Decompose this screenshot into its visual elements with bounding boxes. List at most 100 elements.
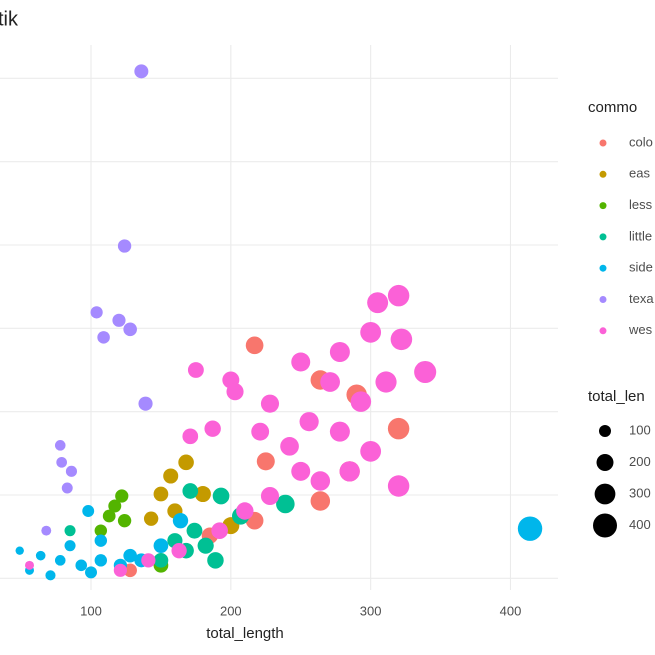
point: [178, 454, 194, 471]
point: [187, 362, 204, 378]
point: [367, 292, 389, 314]
point: [65, 465, 78, 477]
point: [360, 440, 382, 462]
point: [94, 524, 108, 537]
point: [41, 525, 52, 536]
point: [25, 560, 34, 570]
legend-key: [599, 264, 607, 272]
point: [153, 552, 169, 568]
legend-label: colo: [629, 134, 653, 149]
point: [291, 461, 311, 481]
point: [97, 331, 110, 344]
point: [310, 491, 331, 511]
legend-key: [599, 139, 607, 147]
point: [153, 486, 169, 502]
point: [61, 482, 73, 494]
point: [143, 511, 159, 526]
point: [291, 352, 311, 372]
size-legend-label: 300: [629, 485, 651, 500]
legend-label: wes: [628, 322, 653, 337]
legend-label: little: [629, 228, 652, 243]
point: [171, 543, 187, 559]
point: [182, 428, 199, 445]
x-tick-label: 400: [500, 603, 522, 618]
point: [117, 239, 132, 253]
x-tick-label: 200: [220, 603, 242, 618]
point: [123, 548, 137, 563]
point: [260, 394, 280, 413]
point: [329, 341, 350, 363]
point: [375, 371, 397, 393]
point: [102, 509, 116, 523]
point: [280, 436, 299, 456]
legend-label: less: [629, 197, 653, 212]
point: [141, 553, 156, 568]
point: [245, 336, 264, 355]
point: [108, 499, 122, 513]
point: [517, 516, 543, 541]
point: [387, 475, 410, 497]
size-legend-key: [596, 454, 614, 471]
point: [64, 540, 76, 552]
size-legend-key: [593, 513, 617, 538]
point: [112, 313, 126, 327]
point: [310, 471, 331, 491]
point: [387, 284, 410, 307]
point: [35, 550, 46, 561]
point: [226, 383, 244, 401]
point: [236, 502, 254, 520]
point: [54, 440, 66, 451]
point: [90, 306, 103, 319]
point: [197, 537, 214, 554]
point: [115, 489, 129, 503]
point: [211, 522, 228, 539]
legend-label: side: [629, 260, 653, 275]
legend-key: [599, 327, 607, 335]
point: [186, 522, 203, 539]
x-axis-label: total_length: [206, 625, 284, 642]
size-legend-label: 100: [629, 422, 651, 437]
legend-label: eas: [629, 166, 650, 181]
point: [163, 468, 179, 484]
point: [94, 554, 108, 567]
point: [123, 322, 137, 337]
legend-key: [599, 233, 607, 241]
size-legend-label: 200: [629, 454, 651, 469]
legend-key: [599, 170, 607, 178]
point: [360, 321, 382, 343]
legend-title: commo: [588, 99, 637, 116]
point: [207, 552, 224, 569]
point: [204, 420, 221, 437]
point: [390, 328, 413, 351]
point: [256, 452, 275, 471]
point: [260, 486, 280, 506]
chart-title: tik: [0, 8, 19, 30]
point: [172, 512, 189, 529]
point: [94, 534, 108, 547]
size-legend-key: [594, 483, 616, 505]
point: [138, 396, 153, 411]
point: [212, 487, 230, 505]
point: [276, 494, 295, 514]
point: [387, 417, 410, 440]
point: [414, 360, 437, 384]
point: [54, 555, 66, 566]
size-legend-title: total_len: [588, 388, 645, 405]
legend-key: [599, 296, 607, 303]
point: [15, 546, 24, 555]
point: [329, 421, 350, 442]
point: [85, 566, 98, 579]
point: [299, 412, 319, 432]
x-tick-label: 300: [360, 603, 382, 618]
point: [194, 485, 211, 503]
point: [117, 513, 132, 528]
point: [153, 538, 169, 554]
point: [113, 563, 127, 577]
point: [45, 570, 56, 581]
size-legend-label: 400: [629, 517, 651, 532]
point: [82, 505, 95, 517]
legend-key: [599, 202, 607, 210]
point: [64, 525, 76, 537]
point: [134, 64, 149, 79]
